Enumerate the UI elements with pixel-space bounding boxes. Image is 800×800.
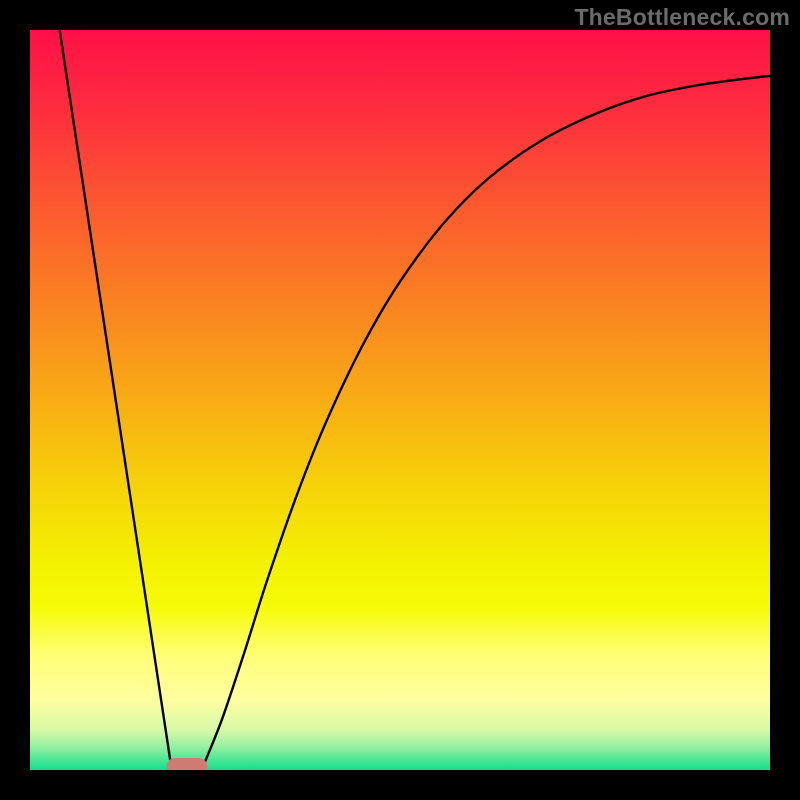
- watermark-text: TheBottleneck.com: [574, 4, 790, 31]
- chart-svg: [0, 0, 800, 800]
- plot-background: [30, 30, 770, 770]
- chart-stage: TheBottleneck.com: [0, 0, 800, 800]
